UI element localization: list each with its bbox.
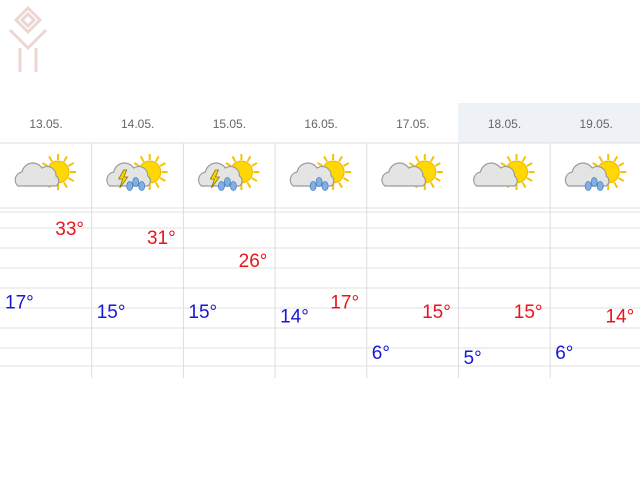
sun-ray bbox=[246, 181, 252, 189]
sun-ray bbox=[139, 155, 145, 163]
weather-icon bbox=[289, 154, 352, 191]
low-temp: 6° bbox=[372, 343, 390, 364]
sun-ray bbox=[342, 162, 350, 167]
header-highlight bbox=[458, 103, 640, 143]
sun-ray bbox=[67, 177, 75, 182]
sun-ray bbox=[526, 177, 533, 182]
sun-ray bbox=[323, 155, 328, 163]
rain-drop bbox=[309, 181, 317, 191]
sun-ray bbox=[434, 177, 441, 182]
sun-ray bbox=[414, 155, 420, 163]
sun-ray bbox=[154, 181, 160, 189]
sun-ray bbox=[618, 177, 625, 182]
date: 13.05. bbox=[29, 117, 62, 131]
rain-drop bbox=[590, 177, 598, 187]
sun-ray bbox=[408, 162, 415, 167]
sun-ray bbox=[592, 162, 599, 167]
sun-ray bbox=[251, 162, 258, 167]
low-temp: 15° bbox=[97, 302, 126, 323]
sun-ray bbox=[133, 162, 140, 167]
cloud bbox=[106, 162, 151, 187]
rain-drop bbox=[321, 181, 329, 191]
high-temp: 31° bbox=[147, 228, 176, 249]
sun-ray bbox=[338, 181, 343, 189]
logo bbox=[8, 5, 48, 72]
date: 19.05. bbox=[580, 117, 613, 131]
sun-ray bbox=[63, 155, 68, 163]
sun-ray bbox=[63, 181, 68, 189]
sun-ray bbox=[613, 155, 619, 163]
sun-ray bbox=[618, 162, 625, 167]
rain-drop bbox=[584, 181, 592, 191]
sun-ray bbox=[613, 181, 619, 189]
high-temp: 33° bbox=[55, 219, 84, 240]
high-temp: 15° bbox=[422, 302, 451, 323]
high-temp: 15° bbox=[514, 302, 543, 323]
sun-ray bbox=[506, 155, 512, 163]
high-temp: 26° bbox=[239, 251, 268, 272]
weather-icon bbox=[14, 154, 76, 190]
sun-ray bbox=[434, 162, 441, 167]
sun-ray bbox=[317, 162, 324, 167]
sun-ray bbox=[521, 181, 527, 189]
cloud bbox=[473, 162, 518, 187]
rain-drop bbox=[138, 181, 146, 191]
date: 17.05. bbox=[396, 117, 429, 131]
sun-ray bbox=[41, 162, 49, 167]
low-temp: 17° bbox=[5, 293, 34, 314]
rain-drop bbox=[596, 181, 604, 191]
sun-ray bbox=[526, 162, 533, 167]
lightning bbox=[118, 169, 129, 189]
sun-ray bbox=[429, 181, 435, 189]
low-temp: 15° bbox=[188, 302, 217, 323]
rain-drop bbox=[315, 177, 323, 187]
sun-ray bbox=[48, 155, 53, 163]
cloud bbox=[564, 162, 610, 187]
weather-icon bbox=[197, 154, 260, 191]
sun-ray bbox=[521, 155, 527, 163]
date: 16.05. bbox=[304, 117, 337, 131]
sun-ray bbox=[67, 162, 75, 167]
sun-ray bbox=[342, 177, 350, 182]
sun-ray bbox=[159, 177, 166, 182]
sun-ray bbox=[251, 177, 258, 182]
low-temp: 14° bbox=[280, 306, 309, 327]
date: 18.05. bbox=[488, 117, 521, 131]
cloud bbox=[197, 162, 243, 187]
sun-ray bbox=[231, 155, 237, 163]
sun-ray bbox=[429, 155, 435, 163]
high-temp: 14° bbox=[605, 306, 634, 327]
rain-drop bbox=[132, 177, 140, 187]
sun-ray bbox=[338, 155, 343, 163]
cloud bbox=[14, 162, 60, 187]
sun-ray bbox=[246, 155, 252, 163]
low-temp: 6° bbox=[555, 343, 573, 364]
cloud bbox=[289, 162, 335, 187]
sun-ray bbox=[159, 162, 166, 167]
weather-icon bbox=[381, 154, 443, 190]
rain-drop bbox=[229, 181, 237, 191]
rain-drop bbox=[126, 181, 134, 191]
rain-drop bbox=[223, 177, 231, 187]
weather-icon bbox=[473, 154, 535, 190]
weather-icon bbox=[106, 154, 168, 191]
cloud bbox=[381, 162, 427, 187]
high-temp: 17° bbox=[330, 293, 359, 314]
date: 15.05. bbox=[213, 117, 246, 131]
date: 14.05. bbox=[121, 117, 154, 131]
sun-ray bbox=[500, 162, 507, 167]
sun-ray bbox=[598, 155, 604, 163]
lightning bbox=[209, 169, 221, 189]
rain-drop bbox=[217, 181, 225, 191]
sun-ray bbox=[225, 162, 232, 167]
low-temp: 5° bbox=[464, 348, 482, 369]
weather-icon bbox=[564, 154, 627, 191]
sun-ray bbox=[154, 155, 160, 163]
